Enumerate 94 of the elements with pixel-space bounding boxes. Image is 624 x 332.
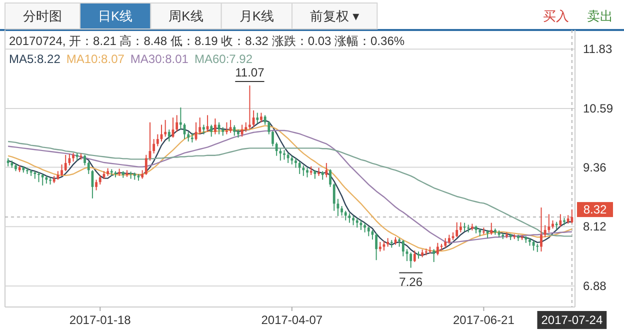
text: 买入 xyxy=(543,8,569,24)
candlestick xyxy=(95,179,98,191)
y-tick-label: 8.12 xyxy=(583,220,607,234)
text: 日K线 xyxy=(98,8,133,24)
candlestick xyxy=(364,222,366,233)
candlestick xyxy=(432,248,436,263)
candlestick xyxy=(226,122,228,135)
candlestick xyxy=(336,198,340,217)
candlestick xyxy=(298,161,301,174)
candlestick xyxy=(84,154,86,166)
candlestick xyxy=(294,158,297,168)
candlestick xyxy=(60,164,63,176)
candlestick xyxy=(275,142,278,156)
text: 分时图 xyxy=(23,8,62,24)
annotation: 20170724, 开：8.21 高：8.48 低：8.19 收：8.32 涨跌：0.03 涨幅：0.36% xyxy=(9,34,405,48)
text: 周K线 xyxy=(168,8,204,24)
candlestick xyxy=(264,114,266,126)
y-tick-label: 10.59 xyxy=(583,101,614,116)
candlestick xyxy=(41,174,44,186)
candlestick xyxy=(256,112,259,124)
candlestick xyxy=(190,132,194,143)
candlestick xyxy=(198,117,202,135)
candlestick xyxy=(260,112,262,123)
text: MA60:7.92 xyxy=(194,52,253,66)
ref-line-label: 8.32 xyxy=(583,202,607,217)
candlestick xyxy=(130,171,132,180)
text: 月K线 xyxy=(239,8,274,24)
candlestick xyxy=(214,118,216,135)
y-tick-label: 9.36 xyxy=(583,160,607,174)
candlestick xyxy=(540,206,542,252)
candlestick xyxy=(252,110,255,128)
x-tick-label: 2017-01-18 xyxy=(69,313,132,327)
candlestick xyxy=(187,131,190,142)
candlestick xyxy=(244,122,248,132)
y-tick-label: 6.88 xyxy=(583,278,607,293)
candlestick xyxy=(378,241,382,252)
candlestick xyxy=(456,222,458,238)
candlestick xyxy=(306,167,308,178)
candlestick xyxy=(87,161,90,174)
x-tick-label: 2017-06-21 xyxy=(453,313,515,327)
candlestick xyxy=(144,154,148,176)
candlestick xyxy=(210,124,213,138)
text: MA30:8.01 xyxy=(130,52,189,66)
text: 前复权 ▾ xyxy=(310,8,360,24)
candlestick xyxy=(329,168,332,188)
candlestick xyxy=(152,138,156,154)
candlestick xyxy=(532,240,535,252)
candlestick xyxy=(272,130,274,147)
candlestick xyxy=(156,134,159,147)
candlestick xyxy=(436,242,439,256)
candlestick xyxy=(283,150,286,160)
candlestick xyxy=(559,214,562,228)
text: 卖出 xyxy=(587,8,613,24)
text: MA5:8.22 xyxy=(9,52,61,66)
candlestick xyxy=(38,172,40,183)
candlestick xyxy=(279,148,282,162)
text: MA10:8.07 xyxy=(66,52,125,66)
candlestick xyxy=(176,114,178,132)
candlestick xyxy=(413,250,416,263)
y-tick-label: 11.83 xyxy=(583,42,612,56)
candlestick xyxy=(233,124,236,136)
annotation: 11.07 xyxy=(235,65,265,80)
candlestick xyxy=(444,238,447,248)
candlestick xyxy=(548,214,550,233)
candlestick xyxy=(325,162,328,178)
candlestick xyxy=(168,129,170,142)
candlestick xyxy=(332,183,336,212)
candlestick xyxy=(367,226,370,237)
x-tick-label: 2017-07-24 xyxy=(541,313,603,327)
candlestick xyxy=(344,210,347,221)
candlestick xyxy=(98,174,102,186)
candlestick xyxy=(268,120,270,135)
candlestick xyxy=(570,208,574,224)
candlestick xyxy=(410,252,412,268)
candlestick xyxy=(202,124,205,135)
candlestick xyxy=(459,222,462,233)
candlestick xyxy=(467,224,470,233)
candlestick xyxy=(68,153,71,166)
candlestick xyxy=(340,206,343,216)
line-series xyxy=(7,140,573,237)
candlestick xyxy=(248,84,251,130)
candlestick xyxy=(544,224,546,238)
candlestick xyxy=(490,222,493,236)
candlestick xyxy=(164,119,167,138)
candlestick xyxy=(402,240,404,257)
x-tick-label: 2017-04-07 xyxy=(261,313,323,327)
candlestick xyxy=(286,152,290,164)
candlestick xyxy=(64,154,67,172)
candlestick xyxy=(356,218,358,228)
candlestick xyxy=(240,124,244,138)
candlestick xyxy=(448,234,450,244)
candlestick xyxy=(352,215,354,226)
annotation: 7.26 xyxy=(399,274,423,289)
candlestick xyxy=(375,232,378,261)
